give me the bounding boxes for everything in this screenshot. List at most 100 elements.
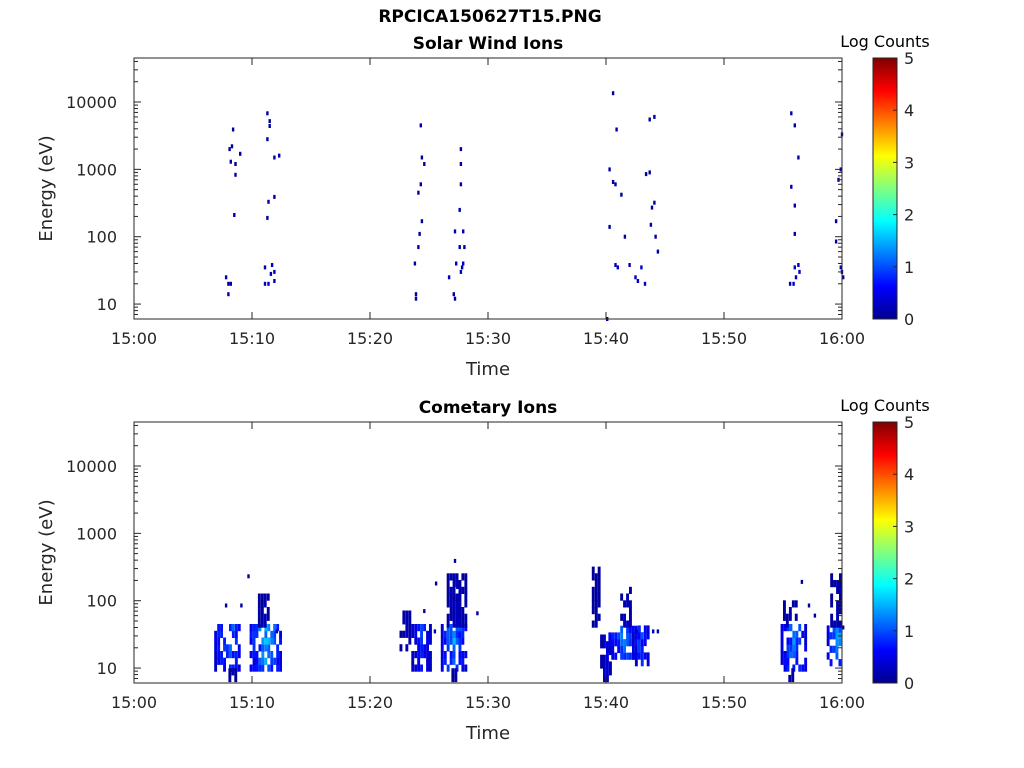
spectrogram-cell bbox=[591, 573, 595, 581]
spectrogram-cell bbox=[273, 279, 276, 283]
spectrogram-cell bbox=[257, 620, 261, 628]
spectrogram-cell bbox=[266, 215, 269, 220]
spectrogram-cell bbox=[783, 600, 786, 608]
colorbar-tick-label: 5 bbox=[904, 413, 914, 432]
page-title: RPCICA150627T15.PNG bbox=[378, 7, 602, 27]
spectrogram-cell bbox=[270, 630, 274, 638]
spectrogram-cell bbox=[842, 625, 845, 630]
spectrogram-cell bbox=[606, 654, 609, 662]
spectrogram-cell bbox=[464, 613, 468, 621]
spectrogram-cell bbox=[237, 624, 241, 632]
y-tick-label: 1000 bbox=[76, 160, 117, 179]
spectrogram-cell bbox=[838, 659, 842, 667]
spectrogram-cell bbox=[594, 607, 598, 615]
spectrogram-cell bbox=[640, 645, 644, 653]
spectrogram-cell bbox=[626, 632, 629, 640]
panel-title: Cometary Ions bbox=[419, 398, 558, 418]
spectrogram-cell bbox=[614, 263, 617, 267]
spectrogram-cell bbox=[830, 613, 834, 621]
spectrogram-cell bbox=[600, 641, 603, 649]
spectrogram-cell bbox=[264, 630, 268, 638]
spectrogram-cell bbox=[440, 644, 444, 652]
spectrogram-cell bbox=[452, 292, 455, 297]
spectrogram-cell bbox=[791, 600, 795, 608]
spectrogram-cell bbox=[257, 593, 261, 601]
spectrogram-cell bbox=[789, 651, 793, 659]
spectrogram-cell bbox=[603, 634, 606, 642]
spectrogram-cell bbox=[461, 630, 465, 638]
spectrogram-cell bbox=[405, 630, 409, 638]
spectrogram-cell bbox=[790, 184, 793, 189]
spectrogram-cell bbox=[414, 651, 418, 659]
spectrogram-cell bbox=[797, 155, 800, 160]
spectrogram-cell bbox=[839, 593, 842, 601]
spectrogram-cell bbox=[620, 613, 624, 621]
spectrogram-cell bbox=[419, 123, 422, 128]
spectrogram-cell bbox=[597, 593, 601, 601]
spectrogram-cell bbox=[417, 657, 421, 665]
spectrogram-cell bbox=[797, 263, 800, 267]
spectrogram-cell bbox=[794, 275, 798, 280]
spectrogram-cell bbox=[790, 111, 793, 116]
spectrogram-cell bbox=[788, 613, 792, 621]
y-axis-label: Energy (eV) bbox=[36, 135, 57, 241]
panel-title: Solar Wind Ions bbox=[413, 34, 564, 54]
spectrogram-cell bbox=[260, 620, 264, 628]
spectrogram-cell bbox=[839, 265, 842, 270]
spectrogram-cell bbox=[591, 586, 595, 594]
spectrogram-cell bbox=[836, 600, 839, 608]
spectrogram-cell bbox=[459, 162, 463, 166]
spectrogram-cell bbox=[411, 657, 415, 665]
spectrogram-cell bbox=[429, 651, 432, 659]
spectrogram-cell bbox=[239, 151, 242, 156]
spectrogram-cell bbox=[234, 674, 238, 683]
spectrogram-cell bbox=[417, 651, 421, 659]
spectrogram-cell bbox=[217, 630, 221, 638]
spectrogram-cell bbox=[267, 664, 271, 672]
spectrogram-cell bbox=[429, 630, 432, 638]
spectrogram-cell bbox=[408, 624, 412, 632]
spectrogram-cell bbox=[455, 593, 459, 601]
spectrogram-cell bbox=[632, 632, 635, 640]
spectrogram-cell bbox=[266, 607, 270, 615]
spectrogram-cell bbox=[801, 630, 805, 638]
spectrogram-cell bbox=[405, 644, 409, 652]
spectrogram-cell bbox=[591, 620, 595, 628]
spectrogram-cell bbox=[829, 659, 833, 667]
spectrogram-cell bbox=[261, 651, 265, 659]
spectrogram-cell bbox=[643, 638, 647, 647]
spectrogram-cell bbox=[632, 638, 635, 647]
spectrogram-cell bbox=[234, 657, 238, 665]
spectrogram-cell bbox=[417, 624, 421, 632]
spectrogram-cell bbox=[829, 632, 833, 640]
spectrogram-cell bbox=[623, 620, 626, 628]
y-tick-label: 100 bbox=[86, 592, 117, 611]
spectrogram-cell bbox=[464, 651, 468, 659]
spectrogram-cell bbox=[597, 600, 601, 608]
spectrogram-cell bbox=[440, 624, 444, 632]
spectrogram-cell bbox=[626, 593, 629, 601]
spectrogram-cell bbox=[793, 265, 796, 270]
spectrogram-cell bbox=[414, 664, 418, 672]
spectrogram-cell bbox=[279, 651, 282, 659]
spectrogram-cell bbox=[591, 607, 595, 615]
spectrogram-cell bbox=[795, 651, 799, 659]
spectrogram-cell bbox=[449, 586, 453, 594]
spectrogram-cell bbox=[226, 644, 229, 652]
spectrogram-cell bbox=[408, 610, 412, 618]
y-tick-label: 100 bbox=[86, 228, 117, 247]
spectrogram-cell bbox=[443, 630, 447, 638]
spectrogram-cell bbox=[276, 651, 280, 659]
spectrogram-cell bbox=[229, 624, 232, 632]
spectrogram-cell bbox=[231, 624, 235, 632]
spectrogram-cell bbox=[785, 613, 789, 621]
spectrogram-cell bbox=[476, 611, 479, 616]
spectrogram-cell bbox=[458, 644, 462, 652]
spectrogram-cell bbox=[263, 281, 267, 286]
spectrogram-cell bbox=[842, 275, 845, 280]
spectrogram-cell bbox=[795, 644, 799, 652]
spectrogram-cell bbox=[223, 644, 226, 652]
spectrogram-cell bbox=[614, 639, 618, 647]
spectrogram-cell bbox=[443, 651, 447, 659]
